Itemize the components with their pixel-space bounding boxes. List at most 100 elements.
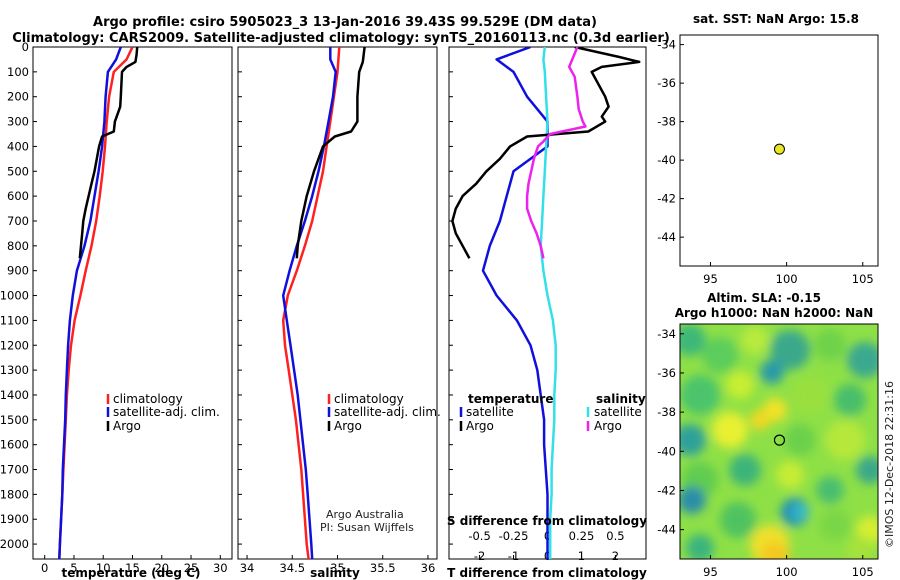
depth-tick-label: 1700 (0, 463, 29, 477)
x-tick-label: 36 (421, 561, 436, 575)
legend-s-argo: Argo (594, 419, 622, 433)
depth-tick-label: 800 (7, 239, 29, 253)
lon-tick-label: 105 (852, 565, 874, 579)
temperature-xlabel: temperature (deg C) (62, 566, 201, 580)
x-tick-label: 35.5 (370, 561, 396, 575)
argo-float-circle (773, 434, 786, 446)
temperature-legend-argo: Argo (113, 419, 141, 433)
lat-tick-label: -40 (657, 444, 676, 458)
x-tick-label: 15 (125, 561, 140, 575)
legend-t-satellite: satellite (466, 405, 514, 419)
salinity-xlabel: salinity (310, 566, 360, 580)
s-difference-label: S difference from climatology (447, 514, 647, 528)
lat-tick-label: -36 (657, 76, 676, 90)
salinity-legend-argo: Argo (334, 419, 362, 433)
temperature-legend-satellite: satellite-adj. clim. (113, 405, 220, 419)
lat-tick-label: -34 (657, 38, 676, 52)
depth-axis: 0 100 200 300 400 500 600 700 800 900 1000 1100 1200… (0, 40, 453, 551)
difference-panel: -2 -1 0 1 2 -0.5 -0.25 0 0.25 0.5 T difference f… (447, 46, 647, 580)
x-tick-label: -1 (508, 549, 519, 563)
salinity-climatology-line (281, 47, 341, 559)
sst-map-axes: 95 100 105 -34 -36 -38 -40 -42 -44 (657, 38, 874, 286)
s-tick-label: -0.25 (499, 529, 529, 543)
depth-tick-label: 700 (7, 214, 29, 228)
s-tick-label: 0.25 (569, 529, 595, 543)
difference-legend: temperature satellite Argo salinity sate… (459, 392, 646, 433)
depth-tick-label: 1300 (0, 363, 29, 377)
s-diff-argo-line (525, 47, 587, 259)
lon-tick-label: 105 (852, 272, 874, 286)
salinity-argo-line (295, 47, 366, 259)
lat-tick-label: -40 (657, 153, 676, 167)
lat-tick-label: -34 (657, 327, 676, 341)
depth-tick-label: 1000 (0, 289, 29, 303)
depth-tick-label: 1500 (0, 413, 29, 427)
lat-tick-label: -42 (657, 483, 676, 497)
salinity-x-axis: 34 34.5 35 35.5 36 (240, 555, 436, 575)
x-tick-label: 1 (578, 549, 585, 563)
x-tick-label: 10 (96, 561, 111, 575)
t-diff-argo-line (451, 47, 641, 259)
t-diff-satellite-line (481, 47, 549, 559)
depth-tick-label: 300 (7, 115, 29, 129)
s-diff-satellite-line (539, 47, 557, 559)
depth-tick-label: 900 (7, 264, 29, 278)
lat-tick-label: -44 (657, 523, 676, 537)
sla-map-axes: 95 100 105 -34 -36 -38 -40 -42 -44 (657, 327, 874, 579)
credit-pi: PI: Susan Wijffels (320, 521, 414, 534)
depth-tick-label: 100 (7, 65, 29, 79)
x-tick-label: 25 (184, 561, 199, 575)
lon-tick-label: 95 (703, 565, 718, 579)
credit-argo-australia: Argo Australia (326, 508, 404, 521)
sla-map: Altim. SLA: -0.15 Argo h1000: NaN h2000:… (657, 291, 879, 579)
x-tick-label: 34 (240, 561, 255, 575)
lon-tick-label: 100 (776, 272, 798, 286)
depth-tick-label: 1200 (0, 338, 29, 352)
salinity-satellite-line (281, 47, 337, 559)
legend-t-argo: Argo (466, 419, 494, 433)
sst-map: sat. SST: NaN Argo: 15.8 95 100 105 -34 -36 -… (657, 12, 879, 286)
title-line-1: Argo profile: csiro 5905023_3 13-Jan-201… (93, 15, 597, 30)
sla-title-line-2: Argo h1000: NaN h2000: NaN (675, 306, 874, 320)
legend-s-satellite: satellite (594, 405, 642, 419)
sst-map-title: sat. SST: NaN Argo: 15.8 (693, 12, 859, 26)
title-line-2: Climatology: CARS2009. Satellite-adjuste… (12, 31, 670, 46)
imos-watermark: ©IMOS 12-Dec-2018 22:31:16 (883, 381, 896, 548)
temperature-legend: climatology satellite-adj. clim. Argo (106, 392, 220, 433)
temperature-climatology-line (58, 47, 134, 559)
salinity-panel: 34 34.5 35 35.5 36 salinity climatology sate… (237, 46, 441, 580)
x-tick-label: 2 (612, 549, 619, 563)
salinity-legend-climatology: climatology (334, 392, 404, 406)
temperature-x-axis: 0 5 10 15 20 25 30 (41, 555, 228, 575)
lat-tick-label: -38 (657, 115, 676, 129)
temperature-argo-line (78, 47, 139, 259)
lat-tick-label: -38 (657, 405, 676, 419)
depth-tick-label: 600 (7, 189, 29, 203)
x-tick-label: 5 (70, 561, 77, 575)
lat-tick-label: -42 (657, 192, 676, 206)
legend-temperature-title: temperature (468, 392, 553, 406)
t-difference-xlabel: T difference from climatology (447, 566, 647, 580)
depth-tick-label: 500 (7, 164, 29, 178)
depth-tick-label: 1900 (0, 512, 29, 526)
depth-tick-label: 400 (7, 139, 29, 153)
lon-tick-label: 100 (776, 565, 798, 579)
x-tick-label: 20 (154, 561, 169, 575)
salinity-legend-satellite: satellite-adj. clim. (334, 405, 441, 419)
salinity-legend: climatology satellite-adj. clim. Argo (327, 392, 441, 433)
lat-tick-label: -44 (657, 230, 676, 244)
depth-tick-label: 200 (7, 90, 29, 104)
depth-tick-label: 2000 (0, 537, 29, 551)
x-tick-label: 34.5 (279, 561, 305, 575)
depth-tick-label: 0 (22, 40, 29, 54)
argo-float-marker (773, 143, 785, 155)
temperature-panel: 0 5 10 15 20 25 30 temperature (deg C) climato… (32, 46, 233, 580)
depth-tick-label: 1400 (0, 388, 29, 402)
lon-tick-label: 95 (703, 272, 718, 286)
s-tick-label: -0.5 (468, 529, 490, 543)
x-tick-label: 35 (330, 561, 345, 575)
sla-title-line-1: Altim. SLA: -0.15 (707, 291, 821, 305)
depth-tick-label: 1600 (0, 438, 29, 452)
x-tick-label: 30 (213, 561, 228, 575)
